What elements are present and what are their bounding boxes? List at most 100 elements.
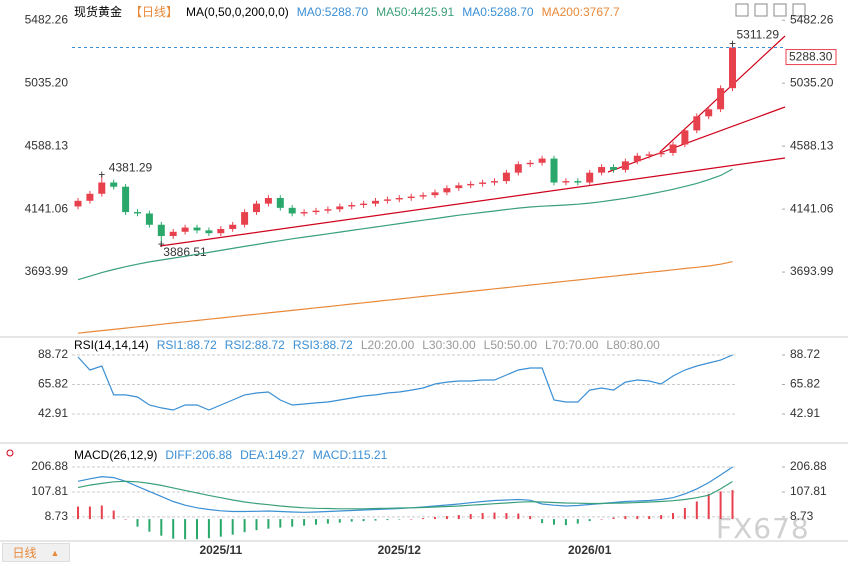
macd-legend: MACD(26,12,9) DIFF:206.88 DEA:149.27 MACD:1… [74,448,387,462]
candle-body [514,164,522,173]
candle-body [229,224,237,229]
candle-body [74,200,82,207]
candle-body [502,172,510,182]
crosshair: + [158,237,165,251]
macd-bar [350,519,353,522]
period-text[interactable]: 日线 [12,546,37,560]
y-tick-label: 107.81 [31,484,68,498]
macd-bar [374,519,377,521]
candle-body [621,161,629,170]
series-line [77,466,733,513]
trend-line [159,157,786,247]
y-tick-label: 206.88 [31,459,68,473]
tool-icon[interactable] [735,3,749,17]
candle-body [717,88,725,110]
legend-item: RSI1:88.72 [156,338,217,352]
macd-bar [184,519,187,540]
candle-body [193,227,201,231]
macd-bar [553,519,555,525]
candle-body [288,207,296,214]
macd-bar [160,519,163,536]
x-tick-label: 2026/01 [568,543,612,557]
macd-bar [315,519,317,525]
price-tag: 5288.30 [789,50,833,64]
candle-body [681,130,689,145]
candle-body [526,162,534,165]
macd-bar [243,519,246,533]
candle-body [479,182,487,184]
candle-body [205,230,213,234]
candle-body [419,195,427,197]
candle-body [169,231,177,237]
y-tick-label: 4588.13 [25,138,69,152]
y-tick-label: 88.72 [38,347,68,361]
low-annotation: 3886.51 [163,245,207,259]
candle-body [645,154,653,156]
macd-bar [434,517,436,520]
watermark: FX678 [716,512,810,545]
macd-bar [112,510,115,520]
price-tag-box [785,49,837,66]
macd-bar [564,519,567,526]
macd-bar [624,516,627,520]
macd-bar [172,519,175,539]
candle-body [312,210,320,213]
macd-bar [303,519,306,526]
macd-bar [338,519,341,523]
candle-body [443,188,451,193]
y-tick-label: 107.81 [790,484,827,498]
crosshair: + [729,36,736,50]
candle-body [157,224,165,237]
tool-icon[interactable] [773,3,787,17]
series-line [77,480,733,510]
period-button[interactable]: 日线 ▲ [2,543,70,562]
macd-bar [267,519,270,529]
macd-bar [683,508,686,520]
macd-bar [731,490,734,520]
macd-bar [124,519,127,520]
macd-bar [493,512,496,520]
candle-body [336,206,344,210]
legend-item: L30:30.00 [422,338,476,352]
legend-item: MACD:115.21 [312,448,388,462]
indicator-title: RSI(14,14,14) [74,338,149,352]
candle-body [407,196,415,198]
legend-item: MA0:5288.70 [296,4,369,19]
candle-body [383,199,391,201]
candle-body [467,183,475,186]
macd-bar [695,501,698,520]
candle-body [705,109,713,117]
candle-body [300,212,308,214]
macd-bar [255,519,258,531]
macd-bar [291,519,294,527]
y-tick-label: 5035.20 [25,75,69,89]
y-tick-label: 42.91 [38,406,68,420]
x-tick-label: 2025/12 [378,543,422,557]
toolbar[interactable] [735,3,806,17]
candle-body [562,181,570,183]
macd-bar [77,506,79,520]
y-tick-label: 5482.26 [790,12,834,26]
series-line [77,168,733,281]
x-tick-label: 2025/11 [199,543,242,557]
y-tick-label: 5035.20 [790,75,834,89]
settings-icon[interactable] [6,449,14,457]
candle-body [669,144,677,153]
candle-body [98,182,106,194]
candle-body [253,203,260,213]
macd-bar [588,519,591,522]
legend-item: DEA:149.27 [240,448,305,462]
ma-params: MA(0,50,0,200,0,0) [186,4,289,19]
series-line [77,261,733,334]
candle-body [217,228,225,234]
tool-icon[interactable] [754,3,768,17]
y-tick-label: 4141.06 [790,201,834,215]
macd-bar [445,516,448,520]
macd-bar [88,506,91,520]
legend-item: MA0:5288.70 [462,4,534,19]
tool-icon[interactable] [792,3,806,17]
legend-item: RSI3:88.72 [292,338,353,352]
candle-body [372,200,379,204]
candle-body [360,203,368,206]
